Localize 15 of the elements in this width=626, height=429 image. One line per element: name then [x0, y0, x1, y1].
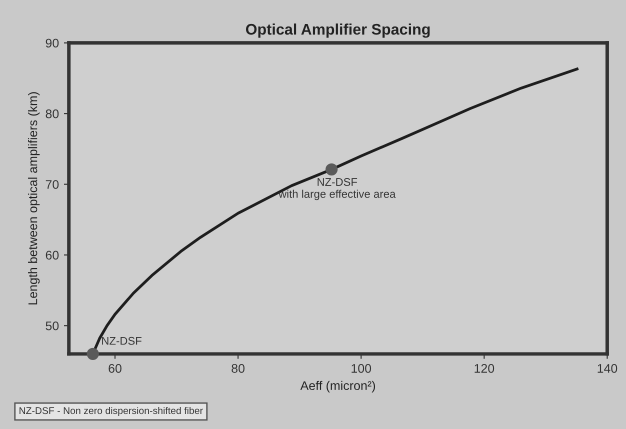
- y-tick-label: 90: [46, 38, 59, 48]
- chart-title: Optical Amplifier Spacing: [246, 23, 430, 38]
- annotation: NZ-DSF: [102, 336, 142, 345]
- x-tick-label: 100: [352, 364, 372, 373]
- x-tick-label: 60: [108, 364, 122, 373]
- y-tick-label: 70: [46, 180, 59, 189]
- y-tick-label: 80: [46, 109, 59, 118]
- y-tick-label: 60: [46, 250, 59, 260]
- x-tick-label: 120: [474, 364, 494, 373]
- y-tick-label: 50: [46, 321, 59, 330]
- x-tick-label: 80: [232, 364, 245, 373]
- y-axis-title: Length between optical amplifiers (km): [28, 92, 40, 304]
- text: NZ-DSF - Non zero dispersion-shifted fiber: [20, 406, 203, 416]
- x-axis-title: Aeff (micron²): [300, 380, 376, 392]
- x-tick-label: 140: [598, 364, 618, 373]
